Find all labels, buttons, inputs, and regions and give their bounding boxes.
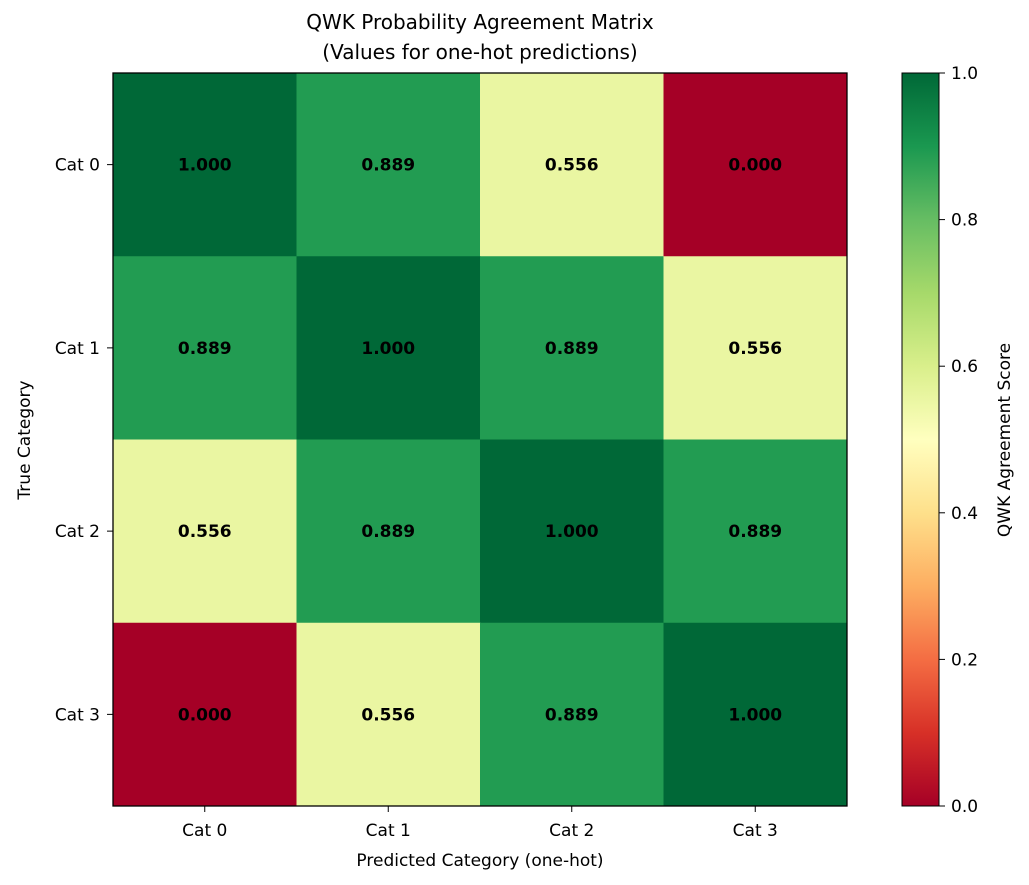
cell-value-label: 0.556 [545,156,599,176]
cell-value-label: 1.000 [178,156,232,176]
cell-value-label: 0.000 [178,705,232,725]
x-axis-label: Predicted Category (one-hot) [356,851,603,871]
heatmap-cell [480,256,664,440]
heatmap-cell [663,256,848,440]
cell-value-label: 0.889 [728,522,782,542]
y-tick-label: Cat 1 [55,339,100,359]
heatmap-cell [480,439,664,624]
colorbar-tick-label: 0.8 [951,211,978,231]
heatmap-cells [113,73,848,807]
heatmap-cell [296,256,481,440]
heatmap-cell [296,622,481,807]
heatmap-cell [296,73,481,257]
cell-value-label: 0.889 [178,339,232,359]
heatmap-cell [480,622,664,807]
heatmap-cell [113,622,297,807]
heatmap-cell [480,73,664,257]
x-tick-label: Cat 2 [549,821,594,841]
heatmap-cell [663,73,848,257]
colorbar-tick-label: 0.0 [951,797,978,817]
heatmap-cell [296,439,481,624]
y-tick-label: Cat 0 [55,156,100,176]
colorbar-tick-label: 0.6 [951,357,978,377]
x-tick-label: Cat 0 [182,821,227,841]
x-axis-ticks: Cat 0 Cat 1 Cat 2 Cat 3 [182,806,778,841]
cell-value-label: 0.889 [361,156,415,176]
cell-value-label: 0.889 [545,705,599,725]
x-tick-label: Cat 1 [366,821,411,841]
cell-labels: 1.000 0.889 0.556 0.000 0.889 1.000 0.889 0.556… [178,156,782,726]
heatmap-cell [113,73,297,257]
heatmap-cell [663,439,848,624]
colorbar-ticks: 0.0 0.2 0.4 0.6 0.8 1.0 [939,64,978,817]
colorbar [901,72,940,807]
plot-frame [112,72,848,807]
cell-value-label: 0.889 [361,522,415,542]
cell-value-label: 0.556 [728,339,782,359]
cell-value-label: 0.000 [728,156,782,176]
colorbar-label: QWK Agreement Score [995,343,1015,537]
heatmap-cell [113,256,297,440]
y-tick-label: Cat 2 [55,522,100,542]
colorbar-tick-label: 0.4 [951,504,978,524]
colorbar-tick-label: 0.2 [951,650,978,670]
chart-subtitle: (Values for one-hot predictions) [322,40,638,64]
cell-value-label: 0.556 [361,705,415,725]
cell-value-label: 0.889 [545,339,599,359]
cell-value-label: 1.000 [361,339,415,359]
y-axis-label: True Category [15,380,35,500]
heatmap-cell [113,439,297,624]
cell-value-label: 1.000 [545,522,599,542]
cell-value-label: 1.000 [728,705,782,725]
cell-value-label: 0.556 [178,522,232,542]
y-axis-ticks: Cat 0 Cat 1 Cat 2 Cat 3 [55,156,113,725]
colorbar-tick-label: 1.0 [951,64,978,84]
x-tick-label: Cat 3 [733,821,778,841]
chart-title: QWK Probability Agreement Matrix [306,10,654,34]
heatmap-cell [663,622,848,807]
y-tick-label: Cat 3 [55,705,100,725]
